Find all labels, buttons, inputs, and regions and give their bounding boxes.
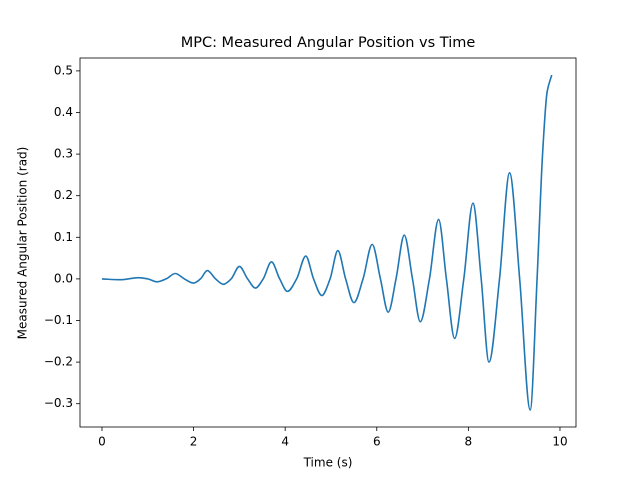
x-tick-label: 6	[373, 435, 381, 449]
y-tick-label: −0.1	[44, 313, 73, 327]
y-tick-label: 0.0	[54, 271, 73, 285]
y-tick-label: −0.2	[44, 355, 73, 369]
x-axis-label: Time (s)	[303, 456, 353, 470]
x-tick-label: 2	[190, 435, 198, 449]
x-tick-label: 0	[98, 435, 106, 449]
plot-frame	[79, 57, 577, 428]
y-axis-label: Measured Angular Position (rad)	[16, 147, 30, 340]
x-tick-label: 4	[281, 435, 289, 449]
chart-title: MPC: Measured Angular Position vs Time	[181, 35, 476, 51]
y-tick-label: 0.3	[54, 147, 73, 161]
x-tick-label: 10	[552, 435, 567, 449]
y-tick-label: 0.4	[54, 105, 73, 119]
y-tick-label: −0.3	[44, 396, 73, 410]
y-tick-label: 0.2	[54, 188, 73, 202]
x-tick-label: 8	[465, 435, 473, 449]
line	[101, 74, 553, 411]
y-tick-label: 0.1	[54, 230, 73, 244]
y-tick-label: 0.5	[54, 63, 73, 77]
